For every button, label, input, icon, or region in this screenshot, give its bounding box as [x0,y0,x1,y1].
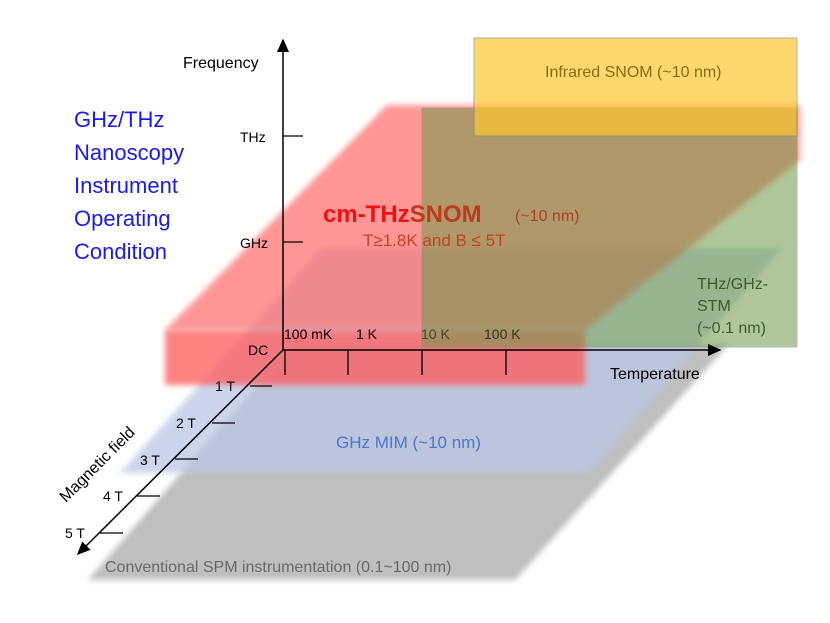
stm-label-line: (~0.1 nm) [697,320,766,337]
temperature-axis-label: Temperature [610,366,700,383]
ghz-tick-label: GHz [240,235,268,251]
infrared-snom-box [473,37,798,137]
thz-tick-label: THz [240,129,266,145]
temp-tick-10k: 10 K [421,326,450,342]
thz-stm-box [421,107,798,348]
title-line: Operating [74,206,171,231]
temp-tick-1k: 1 K [356,326,378,342]
field-tick-3t: 3 T [140,452,160,468]
cm-thz-snom-condition: T≥1.8K and B ≤ 5T [363,231,505,250]
infrared-snom-label: Infrared SNOM (~10 nm) [545,64,722,81]
cm-thz-part: cm-THz [323,201,410,228]
cm-thz-snom-resolution: (~10 nm) [515,208,579,225]
temp-tick-100k: 100 K [484,326,521,342]
temp-tick-100mk: 100 mK [284,326,333,342]
magnetic-axis-label: Magnetic field [57,424,139,506]
field-tick-2t: 2 T [176,415,196,431]
title-line: Nanoscopy [74,140,184,165]
axis-ticks [100,135,507,534]
ghz-mim-label: GHz MIM (~10 nm) [336,433,481,452]
field-tick-5t: 5 T [65,525,85,541]
thz-stm-label: THz/GHz- STM (~0.1 nm) [697,276,768,337]
stm-label-line: STM [697,298,731,315]
title-line: GHz/THz [74,107,164,132]
field-tick-1t: 1 T [215,378,235,394]
title-line: Instrument [74,173,178,198]
frequency-axis-label: Frequency [183,55,259,72]
magnetic-axis [76,349,284,556]
title-line: Condition [74,239,167,264]
diagram-title: GHz/THz Nanoscopy Instrument Operating C… [74,107,184,264]
conventional-spm-label: Conventional SPM instrumentation (0.1~10… [105,559,451,576]
cm-thz-snom-label: cm-THzSNOM [323,201,482,228]
dc-tick-label: DC [248,342,268,358]
field-tick-4t: 4 T [103,488,123,504]
snom-part: SNOM [410,201,482,228]
stm-label-line: THz/GHz- [697,276,768,293]
